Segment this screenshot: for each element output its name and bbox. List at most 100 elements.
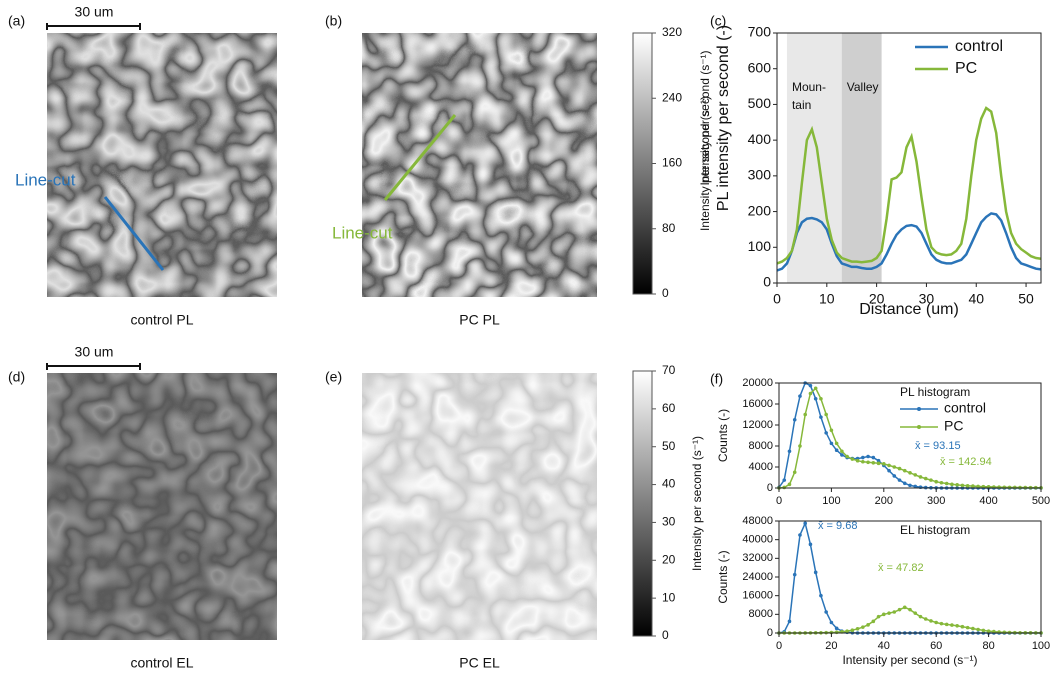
marker [965,625,970,630]
marker [960,483,965,488]
marker [892,474,897,478]
y-tick-label: 300 [748,167,772,183]
legend-title: PL histogram [900,385,970,399]
marker [855,458,860,463]
marker [813,396,818,401]
annotation: x̄ = 142.94 [940,456,992,468]
marker [923,476,928,481]
colorbar-tick-label: 0 [662,286,669,300]
marker [934,620,938,625]
colorbar-tick-label: 10 [662,590,676,604]
marker [845,629,849,633]
series-line [776,212,1042,272]
marker [876,614,881,619]
marker [840,449,844,454]
annotation: x̄ = 93.15 [915,440,961,452]
marker [882,612,886,617]
marker [971,626,975,631]
marker [798,394,802,398]
x-tick-label: 40 [968,291,984,307]
micrograph [47,373,277,640]
legend-marker [917,425,921,429]
marker [892,465,897,469]
marker [861,455,865,460]
x-tick-label: 60 [930,640,942,652]
marker [803,521,807,526]
region-label: tain [792,98,811,112]
y-tick-label: 600 [748,59,772,75]
marker [787,619,792,624]
legend-label: PC [944,418,963,434]
marker [902,605,907,610]
x-tick-label: 10 [819,291,835,307]
marker [902,468,907,473]
marker [824,431,828,435]
marker [887,468,891,473]
marker [845,454,849,459]
marker [861,625,865,629]
region [841,33,882,283]
y-tick-label: 12000 [742,419,773,431]
panel-label: (c) [710,13,726,29]
panel-label: (d) [8,369,25,385]
colorbar [632,370,653,637]
marker [944,622,949,627]
y-axis-label: PL intensity per second (-) [715,25,732,211]
scale-bar [46,363,141,370]
marker [950,623,954,627]
marker [782,485,787,490]
y-tick-label: 0 [767,627,773,639]
marker [955,623,959,628]
marker [840,453,844,457]
marker [829,620,834,625]
marker [798,444,802,448]
series-line [778,520,1041,634]
x-tick-label: 0 [776,640,782,652]
x-tick-label: 30 [919,291,935,307]
marker [960,624,965,629]
y-tick-label: 24000 [742,571,773,583]
image-caption: control PL [130,312,193,328]
marker [819,593,823,598]
legend-label: control [944,400,986,416]
marker [803,412,807,417]
marker [798,533,802,537]
scale-bar-label: 30 um [75,4,114,20]
scale-bar [46,23,141,30]
image-caption: PC PL [459,312,500,328]
annotation: x̄ = 9.68 [818,520,857,532]
colorbar-tick-label: 40 [662,477,676,491]
marker [887,611,891,615]
marker [834,630,839,635]
line-cut-label: Line-cut [15,170,76,189]
marker [1002,485,1007,490]
colorbar-tick-label: 50 [662,439,676,453]
plot-frame [778,382,1042,489]
x-tick-label: 500 [1032,495,1050,507]
marker [866,454,870,459]
colorbar-tick-label: 20 [662,552,676,566]
marker [861,459,865,464]
y-tick-label: 0 [767,482,773,494]
marker [939,621,944,626]
y-tick-label: 0 [763,274,771,290]
x-tick-label: 20 [869,291,885,307]
x-tick-label: 20 [825,640,837,652]
panel-label: (f) [710,371,723,387]
micrograph [362,33,597,297]
marker [965,483,970,488]
colorbar-tick-label: 80 [662,221,676,235]
marker [782,478,787,482]
marker [808,542,813,547]
marker [908,483,912,488]
panel-label: (e) [325,369,342,385]
marker [787,482,792,487]
marker [913,473,918,477]
marker [808,383,813,388]
marker [834,626,839,631]
plot-frame [776,32,1042,284]
panel-label: (b) [325,13,342,29]
marker [918,614,923,619]
marker [829,428,834,433]
colorbar-tick-label: 70 [662,363,676,377]
